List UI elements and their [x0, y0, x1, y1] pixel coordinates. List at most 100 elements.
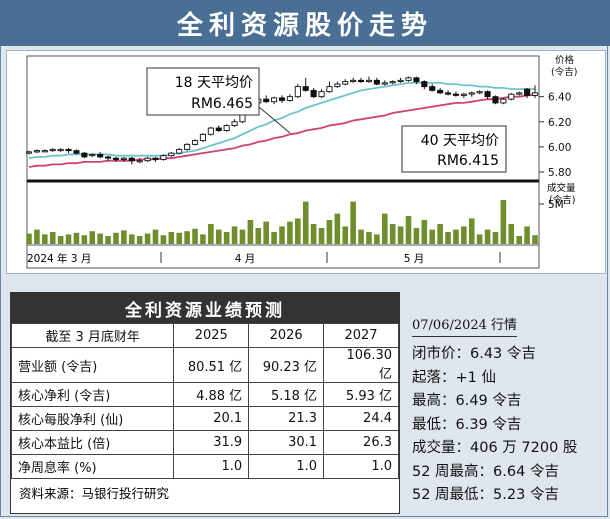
candle-body [128, 157, 135, 162]
candle-body [476, 91, 483, 94]
table-cell: 1.0 [323, 454, 399, 479]
volume-bar [97, 233, 103, 244]
volume-bar [81, 235, 88, 244]
volume-bar [437, 224, 443, 244]
volume-bar [128, 234, 135, 244]
candle-body [452, 93, 459, 96]
source-note: 资料来源：马银行投行研究 [19, 486, 170, 501]
volume-bar [168, 232, 175, 244]
trading-line: 52 周最高：6.64 令吉 [412, 463, 559, 480]
candle-body [184, 143, 191, 150]
volume-bar [524, 226, 530, 244]
ma18-pointer [258, 106, 291, 134]
table-row: 核心每股净利 (仙) 20.1 21.3 24.4 [10, 406, 399, 431]
row-label: 核心净利 (令吉) [10, 382, 175, 407]
plot-border [26, 55, 540, 269]
candle-body [365, 79, 373, 83]
table-row: 净周息率 (%) 1.0 1.0 1.0 [10, 454, 399, 479]
table-cell: 5.93 亿 [323, 382, 399, 407]
candle-body [81, 152, 88, 158]
trading-line: 最高：6.49 令吉 [412, 393, 522, 409]
candle-body [294, 86, 301, 98]
volume-bar [200, 234, 206, 244]
volume-bar [176, 232, 183, 244]
volume-bar [318, 228, 325, 244]
candle-body [120, 157, 127, 160]
candle-body [41, 150, 48, 153]
candle-body [105, 156, 112, 159]
candle-body [278, 97, 286, 101]
volume-bar [421, 220, 428, 244]
candle-body [112, 157, 120, 160]
volume-bar [65, 234, 72, 244]
volume-bar [492, 232, 499, 244]
table-row: 核心净利 (令吉) 4.88 亿 5.18 亿 5.93 亿 [10, 382, 399, 407]
candle-body [263, 98, 270, 103]
trading-line: 成交量：406 万 7200 股 [412, 440, 578, 456]
volume-bar [160, 235, 167, 244]
volume-bar [366, 232, 372, 244]
volume-bar [287, 221, 293, 244]
table-cell: 30.1 [248, 430, 325, 455]
volume-bar [389, 224, 396, 244]
candle-body [373, 79, 380, 85]
candle-body [326, 86, 333, 93]
volume-bar [295, 218, 301, 244]
volume-bar [57, 236, 64, 244]
volume-bar [26, 233, 32, 244]
volume-bar [49, 232, 56, 244]
volume-bar [374, 234, 380, 244]
table-cell: 20.1 [173, 406, 250, 431]
candle-body [318, 91, 325, 98]
header-label: 截至 3 月底财年 [10, 323, 175, 348]
candle-body [444, 92, 452, 95]
candle-body [389, 81, 396, 84]
table-cell: 80.51 亿 [173, 347, 250, 383]
candle-body [25, 151, 33, 154]
volume-bar [445, 232, 451, 244]
candle-body [397, 79, 404, 83]
volume-bar [152, 229, 159, 244]
trading-line: 最低：6.39 令吉 [412, 416, 522, 433]
ma18-annotation: 18 天平均价 RM6.465 [146, 67, 291, 134]
price-tick-label: 5.80 [548, 167, 571, 179]
candle-body [500, 98, 507, 104]
volume-bar [184, 231, 190, 244]
candle-body [350, 79, 357, 83]
candle-body [286, 96, 293, 101]
candle-body [136, 160, 143, 163]
volume-bar [326, 220, 333, 244]
x-axis-label: 5 月 [404, 253, 425, 265]
volume-bar [208, 224, 214, 244]
candle-body [421, 81, 428, 88]
trading-line: 起落：+1 仙 [412, 369, 496, 386]
volume-tick-label: 5M [548, 199, 564, 211]
forecast-table-panel: 全利资源业绩预测 截至 3 月底财年 2025 2026 2027 营业额 (令… [10, 292, 400, 514]
volume-bar [231, 226, 238, 244]
candle-body [49, 148, 56, 152]
volume-bar [136, 236, 143, 244]
candle-body [152, 157, 159, 160]
forecast-table: 截至 3 月底财年 2025 2026 2027 营业额 (令吉) 80.51 亿… [10, 323, 399, 479]
candle-body [223, 125, 230, 132]
forecast-table-title: 全利资源业绩预测 [11, 293, 399, 323]
header-2026: 2026 [248, 323, 325, 348]
table-row: 核心本益比 (倍) 31.9 30.1 26.3 [10, 430, 399, 455]
trading-line: 闭市价：6.43 令吉 [412, 346, 536, 362]
volume-bar [255, 228, 262, 244]
ma18-label: 18 天平均价 [175, 75, 253, 91]
candle-body [73, 150, 80, 154]
volume-bar [113, 232, 119, 244]
candle-body [413, 77, 420, 83]
x-axis-label: 4 月 [235, 253, 256, 265]
candle-body [215, 127, 222, 132]
volume-bar [239, 229, 246, 244]
table-cell: 26.3 [323, 430, 399, 455]
volume-bar [42, 234, 48, 244]
volume-bar [279, 226, 285, 244]
volume-bar [310, 224, 317, 244]
row-label: 营业额 (令吉) [10, 347, 175, 383]
price-tick-label: 6.20 [548, 117, 571, 129]
x-axis-label: 2024 年 3 月 [27, 252, 91, 265]
